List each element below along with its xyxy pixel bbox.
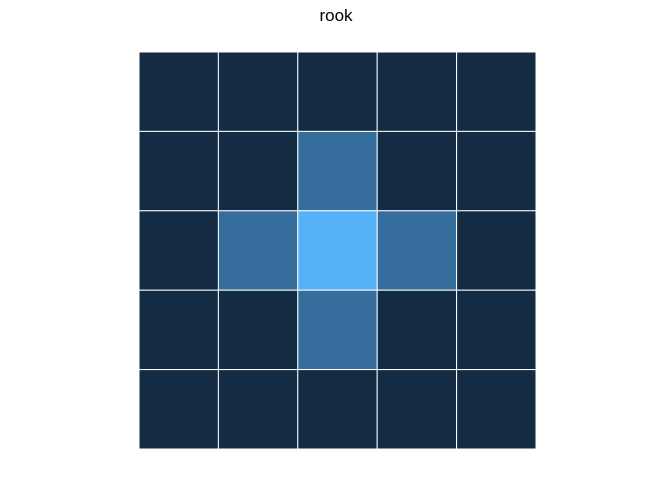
- heatmap-cell-r2-c0: [138, 210, 219, 291]
- heatmap-cell-r2-c1: [217, 210, 299, 291]
- heatmap-cell-r4-c4: [456, 369, 537, 450]
- heatmap-cell-r4-c1: [217, 369, 299, 450]
- heatmap-cell-r4-c0: [138, 369, 219, 450]
- heatmap-cell-r3-c2: [297, 289, 378, 371]
- heatmap-cell-r1-c3: [376, 130, 458, 212]
- heatmap-cell-r2-c4: [456, 210, 537, 291]
- heatmap-cell-r0-c3: [376, 51, 458, 132]
- heatmap-cell-r2-c2: [297, 210, 378, 291]
- heatmap-cell-r4-c3: [376, 369, 458, 450]
- heatmap-cell-r3-c0: [138, 289, 219, 371]
- heatmap-cell-r3-c4: [456, 289, 537, 371]
- chart-title: rook: [319, 6, 353, 25]
- heatmap-cell-r0-c0: [138, 51, 219, 132]
- heatmap-cell-r0-c2: [297, 51, 378, 132]
- heatmap-cells: [138, 51, 537, 450]
- heatmap-cell-r0-c1: [217, 51, 299, 132]
- heatmap-cell-r2-c3: [376, 210, 458, 291]
- heatmap-cell-r1-c1: [217, 130, 299, 212]
- heatmap-cell-r3-c3: [376, 289, 458, 371]
- heatmap-cell-r4-c2: [297, 369, 378, 450]
- heatmap-cell-r3-c1: [217, 289, 299, 371]
- heatmap-cell-r1-c4: [456, 130, 537, 212]
- heatmap-cell-r1-c2: [297, 130, 378, 212]
- heatmap-cell-r0-c4: [456, 51, 537, 132]
- heatmap-cell-r1-c0: [138, 130, 219, 212]
